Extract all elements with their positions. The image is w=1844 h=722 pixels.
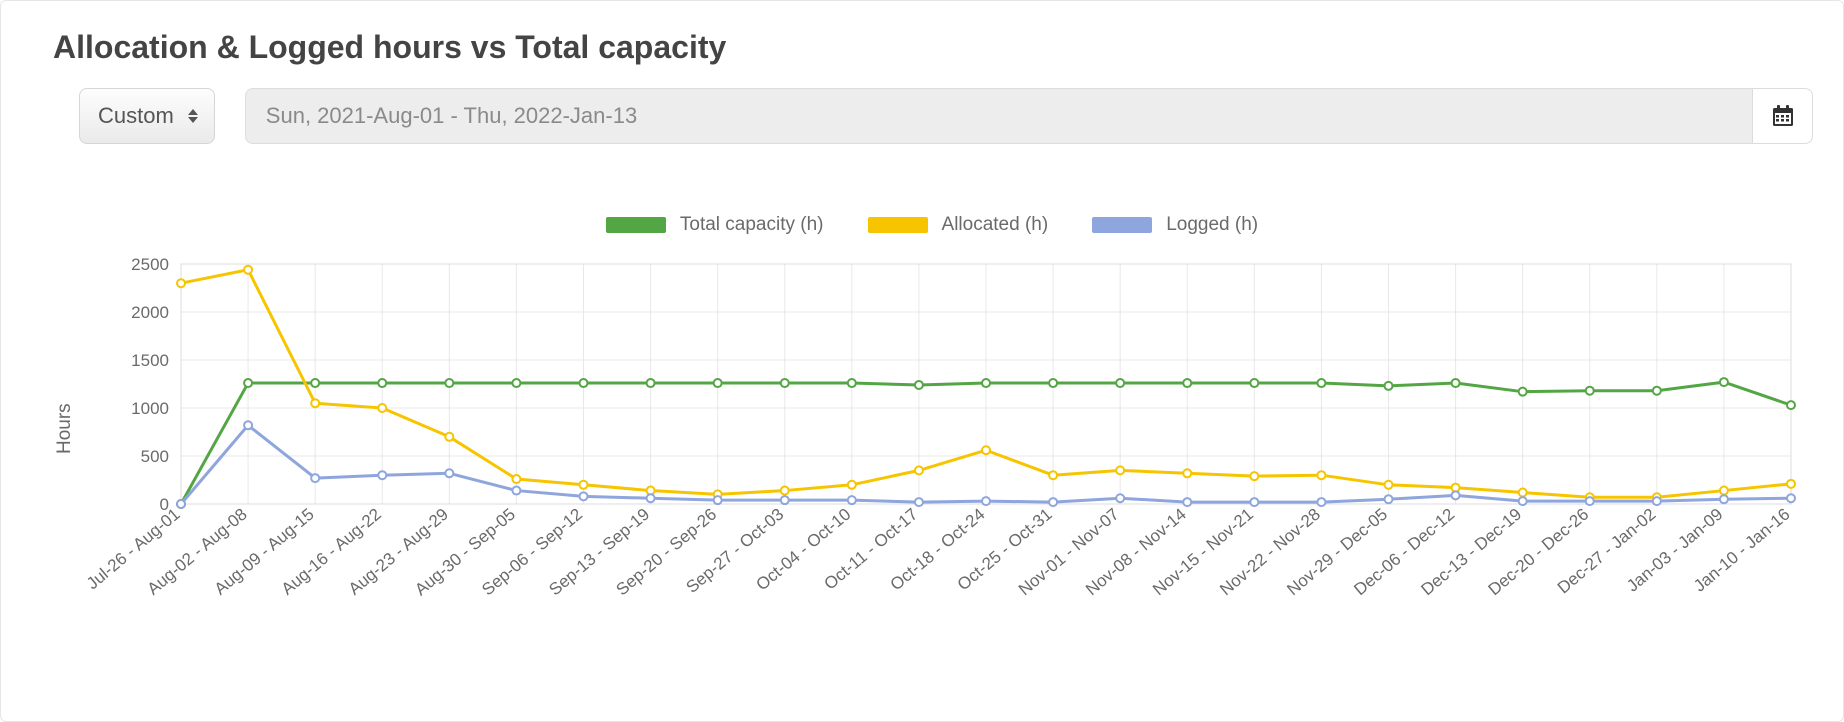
y-axis-label: Hours (54, 403, 76, 454)
range-type-label: Custom (98, 103, 174, 129)
chart-legend: Total capacity (h) Allocated (h) Logged (h… (71, 214, 1793, 236)
svg-text:1000: 1000 (131, 399, 169, 418)
svg-text:2500: 2500 (131, 255, 169, 274)
svg-text:2000: 2000 (131, 303, 169, 322)
controls-row: Custom Sun, 2021-Aug-01 - Thu, 2022-Jan-… (79, 88, 1813, 144)
legend-item-allocated[interactable]: Allocated (h) (868, 214, 1049, 236)
date-range-text: Sun, 2021-Aug-01 - Thu, 2022-Jan-13 (266, 103, 637, 129)
svg-text:500: 500 (141, 447, 169, 466)
legend-label: Total capacity (h) (680, 214, 824, 236)
report-card: Allocation & Logged hours vs Total capac… (0, 0, 1844, 722)
calendar-icon (1771, 104, 1795, 128)
chart-container: Total capacity (h) Allocated (h) Logged (h… (71, 214, 1793, 654)
legend-label: Allocated (h) (942, 214, 1049, 236)
legend-swatch (1092, 217, 1152, 233)
select-caret-icon (188, 107, 200, 125)
legend-swatch (868, 217, 928, 233)
legend-item-total_capacity[interactable]: Total capacity (h) (606, 214, 824, 236)
chart-plot: Hours 05001000150020002500Jul-26 - Aug-0… (71, 254, 1793, 654)
date-range-group: Sun, 2021-Aug-01 - Thu, 2022-Jan-13 (245, 88, 1813, 144)
date-range-input[interactable]: Sun, 2021-Aug-01 - Thu, 2022-Jan-13 (245, 88, 1753, 144)
legend-swatch (606, 217, 666, 233)
legend-item-logged[interactable]: Logged (h) (1092, 214, 1258, 236)
calendar-button[interactable] (1753, 88, 1813, 144)
svg-text:1500: 1500 (131, 351, 169, 370)
line-chart: 05001000150020002500Jul-26 - Aug-01Aug-0… (71, 254, 1811, 654)
page-title: Allocation & Logged hours vs Total capac… (53, 29, 1813, 66)
legend-label: Logged (h) (1166, 214, 1258, 236)
range-type-select[interactable]: Custom (79, 88, 215, 144)
